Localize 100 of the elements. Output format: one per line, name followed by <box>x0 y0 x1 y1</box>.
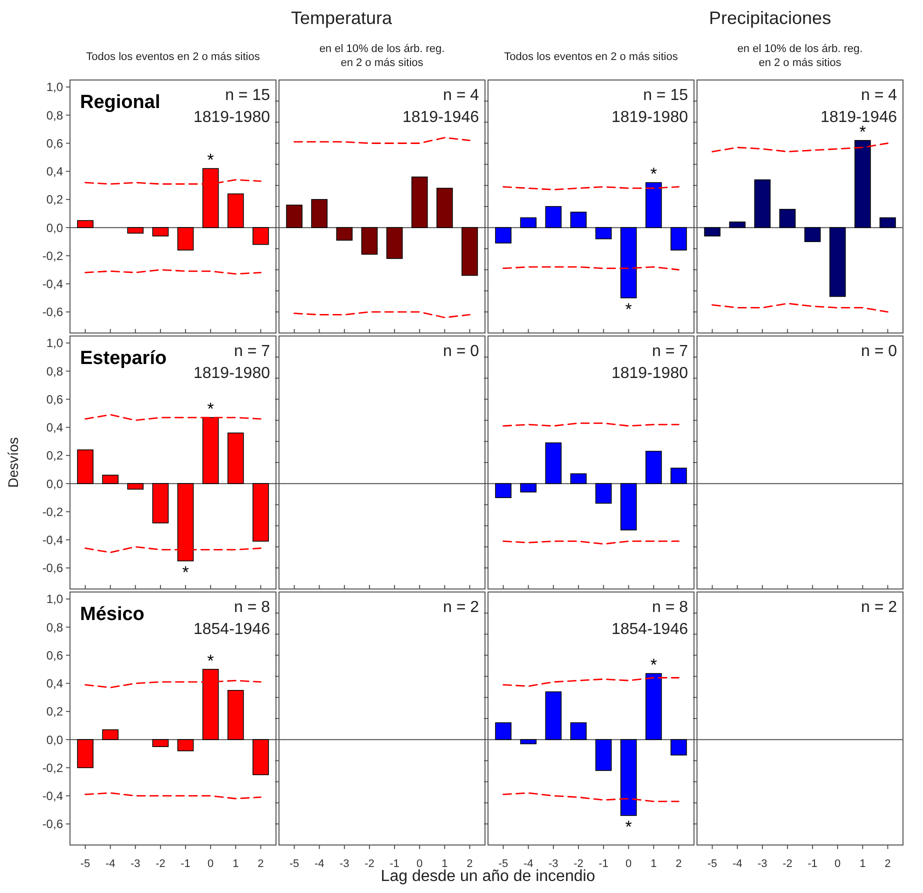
annotation: n = 7 <box>652 343 688 360</box>
y-tick-label: -0,2 <box>42 504 64 519</box>
y-tick-label: 0,6 <box>46 136 64 150</box>
annotation: n = 15 <box>225 87 270 104</box>
bar <box>704 227 720 236</box>
annotation: n = 8 <box>234 599 270 616</box>
annotation: 1819-1980 <box>611 109 688 126</box>
x-tick-label: -4 <box>732 858 742 870</box>
bar <box>495 722 512 740</box>
annotation: n = 0 <box>442 343 480 360</box>
chart-title: Precipitaciones <box>709 8 832 28</box>
bar <box>670 739 687 756</box>
bar <box>854 140 871 228</box>
bar <box>311 199 328 228</box>
annotation: n = 4 <box>442 87 480 104</box>
y-tick-label: 0,2 <box>46 192 64 207</box>
x-tick-label: -4 <box>105 858 116 870</box>
bar <box>595 739 612 771</box>
text: Esteparío <box>80 348 167 369</box>
bar <box>411 176 428 228</box>
y-tick-label: 0,2 <box>46 448 64 463</box>
bar <box>227 432 244 484</box>
x-axis-title: Lag desde un año de incendio <box>380 868 596 885</box>
y-tick-label: -0,2 <box>42 760 64 775</box>
bar <box>754 179 771 228</box>
annotation: n = 4 <box>860 87 898 104</box>
y-tick-label: 0,0 <box>46 220 64 235</box>
bar <box>645 450 662 484</box>
x-tick-label: -4 <box>314 858 324 870</box>
y-tick-label: 1,0 <box>46 336 64 350</box>
y-tick-label: 0,8 <box>46 364 64 378</box>
bar <box>570 473 587 484</box>
bar <box>495 483 512 498</box>
bar <box>252 739 269 776</box>
annotation: n = 15 <box>643 87 688 104</box>
bar <box>620 739 637 816</box>
text: Regional <box>80 92 160 113</box>
x-tick-label: -2 <box>156 858 166 870</box>
bar <box>152 227 169 236</box>
x-tick-label: -1 <box>808 858 818 870</box>
annotation: * <box>650 656 658 675</box>
bar <box>127 227 144 234</box>
x-tick-label: -1 <box>390 858 400 870</box>
x-tick-label: 2 <box>466 858 473 870</box>
y-tick-label: -0,6 <box>42 561 64 576</box>
bar <box>177 227 194 250</box>
bar <box>545 442 562 484</box>
bar <box>152 483 169 524</box>
bar <box>595 483 612 504</box>
x-tick-label: -3 <box>340 858 350 870</box>
bar <box>804 227 821 242</box>
annotation: n = 7 <box>234 343 270 360</box>
bar <box>670 468 687 484</box>
annotation: 1819-1980 <box>611 365 688 382</box>
bar <box>779 208 796 228</box>
y-tick-label: 0,4 <box>46 420 64 435</box>
bar <box>880 217 896 228</box>
bar <box>77 220 94 228</box>
annotation: * <box>625 817 632 836</box>
bar <box>462 227 478 276</box>
bar <box>729 222 746 228</box>
annotation: n = 2 <box>860 599 898 616</box>
annotation: 1854-1946 <box>193 621 270 638</box>
x-tick-label: -5 <box>289 858 300 870</box>
x-tick-label: -3 <box>130 858 140 870</box>
bar <box>77 739 94 768</box>
annotation: * <box>207 651 214 670</box>
x-tick-label: -2 <box>782 858 792 870</box>
x-tick-label: -2 <box>574 858 584 870</box>
bar <box>102 729 119 740</box>
x-tick-label: -4 <box>523 858 534 870</box>
bar <box>386 227 403 259</box>
y-tick-label: 0,4 <box>46 164 64 179</box>
annotation: * <box>207 400 214 419</box>
annotation: * <box>207 150 214 170</box>
bar <box>77 449 94 484</box>
bar <box>252 483 269 542</box>
x-tick-label: 1 <box>860 858 866 870</box>
x-tick-label: -1 <box>598 858 608 870</box>
chart-subtitle: Todos los eventos en 2 o más sitios <box>504 51 678 63</box>
bar <box>520 739 537 744</box>
bar <box>227 690 244 740</box>
y-tick-label: 0,6 <box>46 648 64 662</box>
x-tick-label: 2 <box>676 858 682 870</box>
y-tick-label: 0,8 <box>46 620 64 634</box>
bar <box>102 474 119 484</box>
chart-title: Temperatura <box>291 8 394 28</box>
x-tick-label: 1 <box>650 858 657 870</box>
x-tick-label: -5 <box>80 858 90 870</box>
bar <box>645 182 662 228</box>
annotation: 1819-1980 <box>193 365 270 382</box>
annotation: n = 2 <box>442 599 480 616</box>
y-tick-label: 0,4 <box>46 676 64 691</box>
annotation: n = 8 <box>652 599 688 616</box>
annotation: * <box>650 164 658 184</box>
bar <box>570 212 587 228</box>
bar <box>336 227 353 241</box>
annotation: n = 0 <box>860 343 898 360</box>
x-tick-label: 2 <box>258 858 264 870</box>
bar <box>545 206 562 228</box>
